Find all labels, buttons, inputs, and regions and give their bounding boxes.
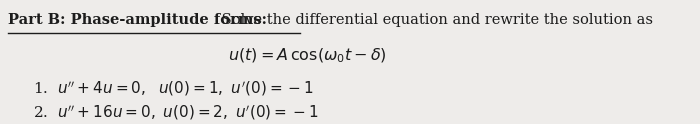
Text: Part B: Phase-amplitude forms:: Part B: Phase-amplitude forms:: [8, 13, 267, 27]
Text: $u(t) = A\,\cos(\omega_0 t - \delta)$: $u(t) = A\,\cos(\omega_0 t - \delta)$: [228, 47, 387, 65]
Text: 2.  $u'' + 16u = 0,\ u(0) = 2,\ u'(0) = -1$: 2. $u'' + 16u = 0,\ u(0) = 2,\ u'(0) = -…: [34, 103, 319, 122]
Text: Solve the differential equation and rewrite the solution as: Solve the differential equation and rewr…: [217, 13, 653, 27]
Text: 1.  $u'' + 4u = 0,\ \ u(0) = 1,\ u'(0) = -1$: 1. $u'' + 4u = 0,\ \ u(0) = 1,\ u'(0) = …: [34, 79, 314, 98]
